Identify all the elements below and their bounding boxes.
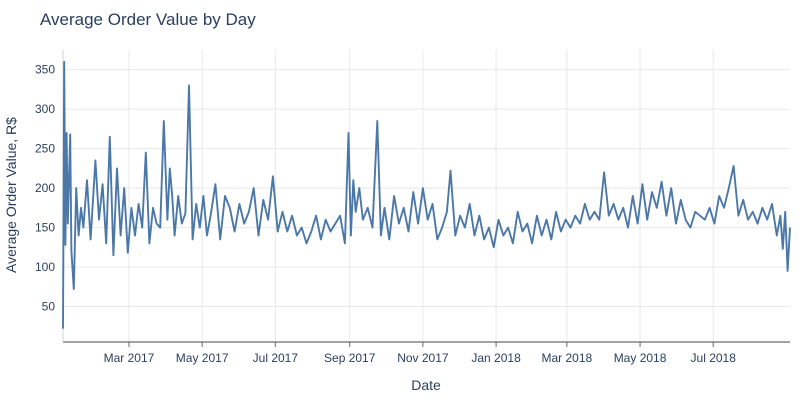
y-tick-label: 50 bbox=[42, 299, 56, 313]
x-tick-label: Mar 2017 bbox=[104, 351, 155, 365]
gridlines bbox=[63, 50, 790, 342]
y-tick-label: 250 bbox=[35, 142, 55, 156]
chart-title: Average Order Value by Day bbox=[40, 10, 256, 29]
y-tick-label: 150 bbox=[35, 221, 55, 235]
x-tick-label: Nov 2017 bbox=[397, 351, 449, 365]
y-tick-label: 300 bbox=[35, 102, 55, 116]
x-tick-label: Jan 2018 bbox=[471, 351, 521, 365]
x-tick-label: Jul 2017 bbox=[253, 351, 299, 365]
x-axis-ticks: Mar 2017 May 2017 Jul 2017 Sep 2017 Nov 2017… bbox=[104, 342, 737, 365]
x-axis-title: Date bbox=[411, 377, 441, 393]
x-tick-label: Jul 2018 bbox=[691, 351, 737, 365]
series-line-average-order-value bbox=[62, 60, 791, 329]
y-tick-label: 100 bbox=[35, 260, 55, 274]
y-tick-label: 350 bbox=[35, 63, 55, 77]
x-tick-label: May 2017 bbox=[176, 351, 229, 365]
x-tick-label: May 2018 bbox=[614, 351, 667, 365]
x-tick-label: Mar 2018 bbox=[542, 351, 593, 365]
y-axis-title: Average Order Value, R$ bbox=[3, 117, 19, 273]
x-tick-label: Sep 2017 bbox=[324, 351, 376, 365]
y-tick-label: 200 bbox=[35, 181, 55, 195]
y-axis-ticks: 50 100 150 200 250 300 350 bbox=[35, 63, 55, 314]
